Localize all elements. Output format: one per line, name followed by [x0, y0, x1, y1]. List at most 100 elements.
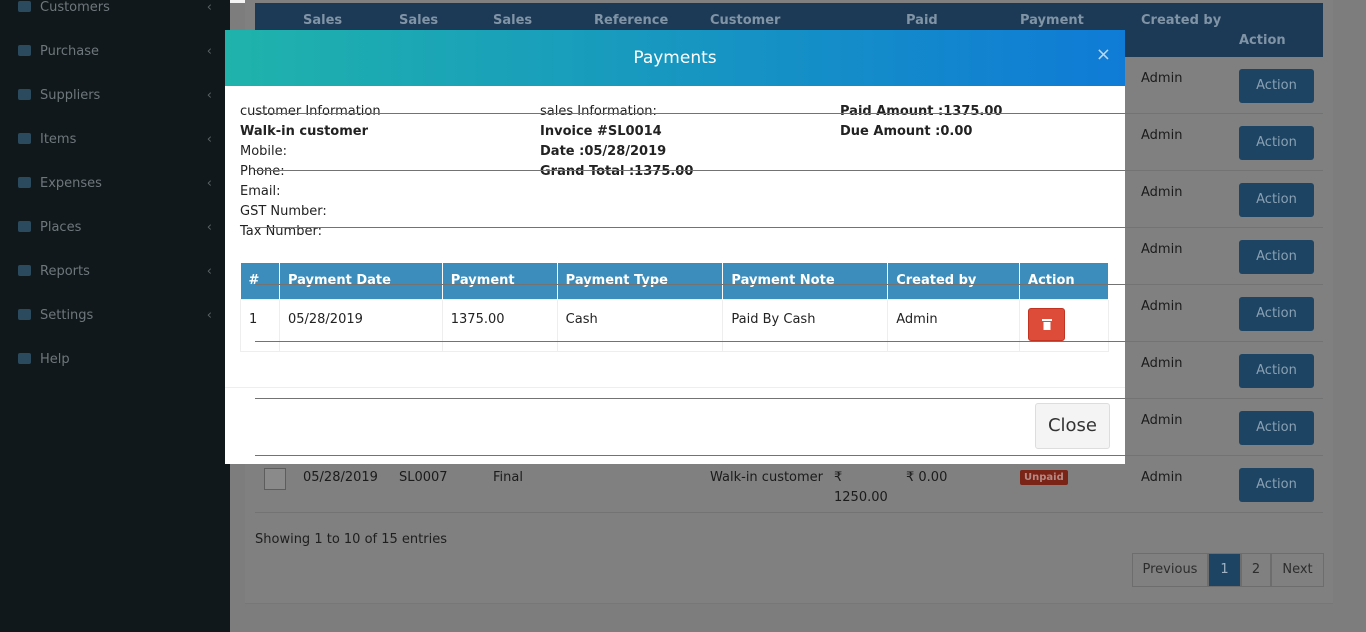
sidebar-item[interactable]: Expenses ‹	[18, 176, 218, 191]
table-row: Admin Action	[255, 399, 1323, 456]
sidebar: Customers ‹ Purchase ‹ Suppliers ‹ Items ‹ Expen…	[0, 0, 230, 632]
created-by: Admin	[1141, 470, 1183, 485]
chevron: ‹	[206, 308, 212, 323]
column-header: Paid	[906, 13, 938, 28]
column-header: Action	[1019, 263, 1109, 299]
chevron: ‹	[206, 88, 212, 103]
column-header: Action	[1239, 33, 1286, 48]
created-by: Admin	[1141, 185, 1183, 200]
customer-name: Walk-in customer	[240, 124, 369, 139]
sidebar-item[interactable]: Places ‹	[18, 220, 218, 235]
action-button[interactable]: Action	[1239, 126, 1314, 160]
table-row: Admin Action	[255, 285, 1323, 342]
page-button[interactable]: Previous	[1132, 553, 1208, 587]
column-header: Created by	[887, 263, 1021, 299]
action-button[interactable]: Action	[1239, 297, 1314, 331]
label: Purchase	[40, 44, 100, 59]
column-header: Reference	[594, 13, 669, 28]
action-button[interactable]: Action	[1239, 354, 1314, 388]
sidebar-item[interactable]: Help	[18, 352, 218, 367]
table-row: 05/28/2019 SL0007 Final Walk-in customer ₹ 1…	[255, 456, 1323, 513]
header-row: # Payment Date Payment Payment Type Payment …	[240, 263, 1109, 299]
action-button[interactable]: Action	[1239, 183, 1314, 217]
cell: 1	[240, 298, 280, 352]
close-icon[interactable]: ×	[1095, 44, 1111, 65]
mobile: Mobile:	[240, 144, 288, 159]
modal: Payments × customer Information Walk-in …	[225, 30, 1125, 464]
payment-row: 1 05/28/2019 1375.00 Cash Paid By Cash Admin	[240, 298, 1109, 352]
action-button[interactable]: Action	[1239, 411, 1314, 445]
trash-icon	[1041, 318, 1052, 330]
sidebar-item[interactable]: Purchase ‹	[18, 44, 218, 59]
chevron: ‹	[206, 0, 212, 15]
grand-total: Grand Total :1375.00	[540, 164, 694, 179]
action-button[interactable]: Action	[1239, 240, 1314, 274]
date: 05/28/2019	[303, 470, 378, 485]
icon	[18, 265, 31, 276]
code: SL0007	[399, 470, 448, 485]
table-body: 1 05/28/2019 1375.00 Cash Paid By Cash Admin	[240, 298, 1109, 352]
action-cell	[1019, 298, 1109, 352]
cell: Cash	[556, 298, 724, 352]
column-header: Payment	[1020, 13, 1084, 28]
icon	[18, 353, 31, 364]
column-header: #	[240, 263, 280, 299]
total: ₹ 1250.00	[834, 470, 888, 505]
cell: Admin	[887, 298, 1021, 352]
table-row: Admin Action	[255, 171, 1323, 228]
paid: ₹ 0.00	[906, 470, 948, 485]
sidebar-item[interactable]: Items ‹	[18, 132, 218, 147]
column-header: Sales	[303, 13, 343, 28]
payments-table: # Payment Date Payment Payment Type Payment …	[240, 263, 1109, 352]
email: Email:	[240, 184, 281, 199]
table-row: Admin Action	[255, 342, 1323, 399]
column-header: Customer	[710, 13, 781, 28]
sidebar-item[interactable]: Settings ‹	[18, 308, 218, 323]
sidebar-item[interactable]: Reports ‹	[18, 264, 218, 279]
column-header: Payment	[442, 263, 558, 299]
label: Expenses	[40, 176, 102, 191]
checkbox[interactable]	[264, 468, 286, 490]
column-header: Created by	[1141, 13, 1222, 28]
column-header: Sales	[399, 13, 439, 28]
icon	[18, 133, 31, 144]
modal-title: Payments	[633, 48, 717, 68]
customer-heading: customer Information	[240, 104, 381, 119]
label: Settings	[40, 308, 94, 323]
page-button[interactable]: 2	[1241, 553, 1271, 587]
created-by: Admin	[1141, 242, 1183, 257]
page-button[interactable]: Next	[1271, 553, 1324, 587]
table-row: Admin Action	[255, 57, 1323, 114]
chevron: ‹	[206, 264, 212, 279]
phone: Phone:	[240, 164, 285, 179]
entries-info: Showing 1 to 10 of 15 entries	[255, 532, 447, 547]
chevron: ‹	[206, 220, 212, 235]
sales-heading: sales Information:	[540, 104, 657, 119]
modal-header: Payments ×	[225, 30, 1125, 86]
created-by: Admin	[1141, 356, 1183, 371]
page-button[interactable]: 1	[1208, 553, 1241, 587]
created-by: Admin	[1141, 299, 1183, 314]
delete-button[interactable]	[1028, 307, 1066, 341]
action-button[interactable]: Action	[1239, 69, 1314, 103]
icon	[18, 1, 31, 12]
sidebar-item[interactable]: Customers ‹	[18, 0, 218, 15]
status-badge: Unpaid	[1020, 470, 1068, 485]
sidebar-item[interactable]: Suppliers ‹	[18, 88, 218, 103]
column-header: Sales	[493, 13, 533, 28]
cell: 1375.00	[441, 298, 558, 352]
status: Final	[493, 470, 523, 485]
created-by: Admin	[1141, 128, 1183, 143]
label: Help	[40, 352, 70, 367]
close-button[interactable]: Close	[1035, 403, 1110, 449]
icon	[18, 221, 31, 232]
table-row: Admin Action	[255, 114, 1323, 171]
table-row: Admin Action	[255, 228, 1323, 285]
gst: GST Number:	[240, 204, 327, 219]
paid-amount: Paid Amount :1375.00	[840, 104, 1003, 119]
due-amount: Due Amount :0.00	[840, 124, 973, 139]
cell: Paid By Cash	[722, 298, 889, 352]
action-button[interactable]: Action	[1239, 468, 1314, 502]
